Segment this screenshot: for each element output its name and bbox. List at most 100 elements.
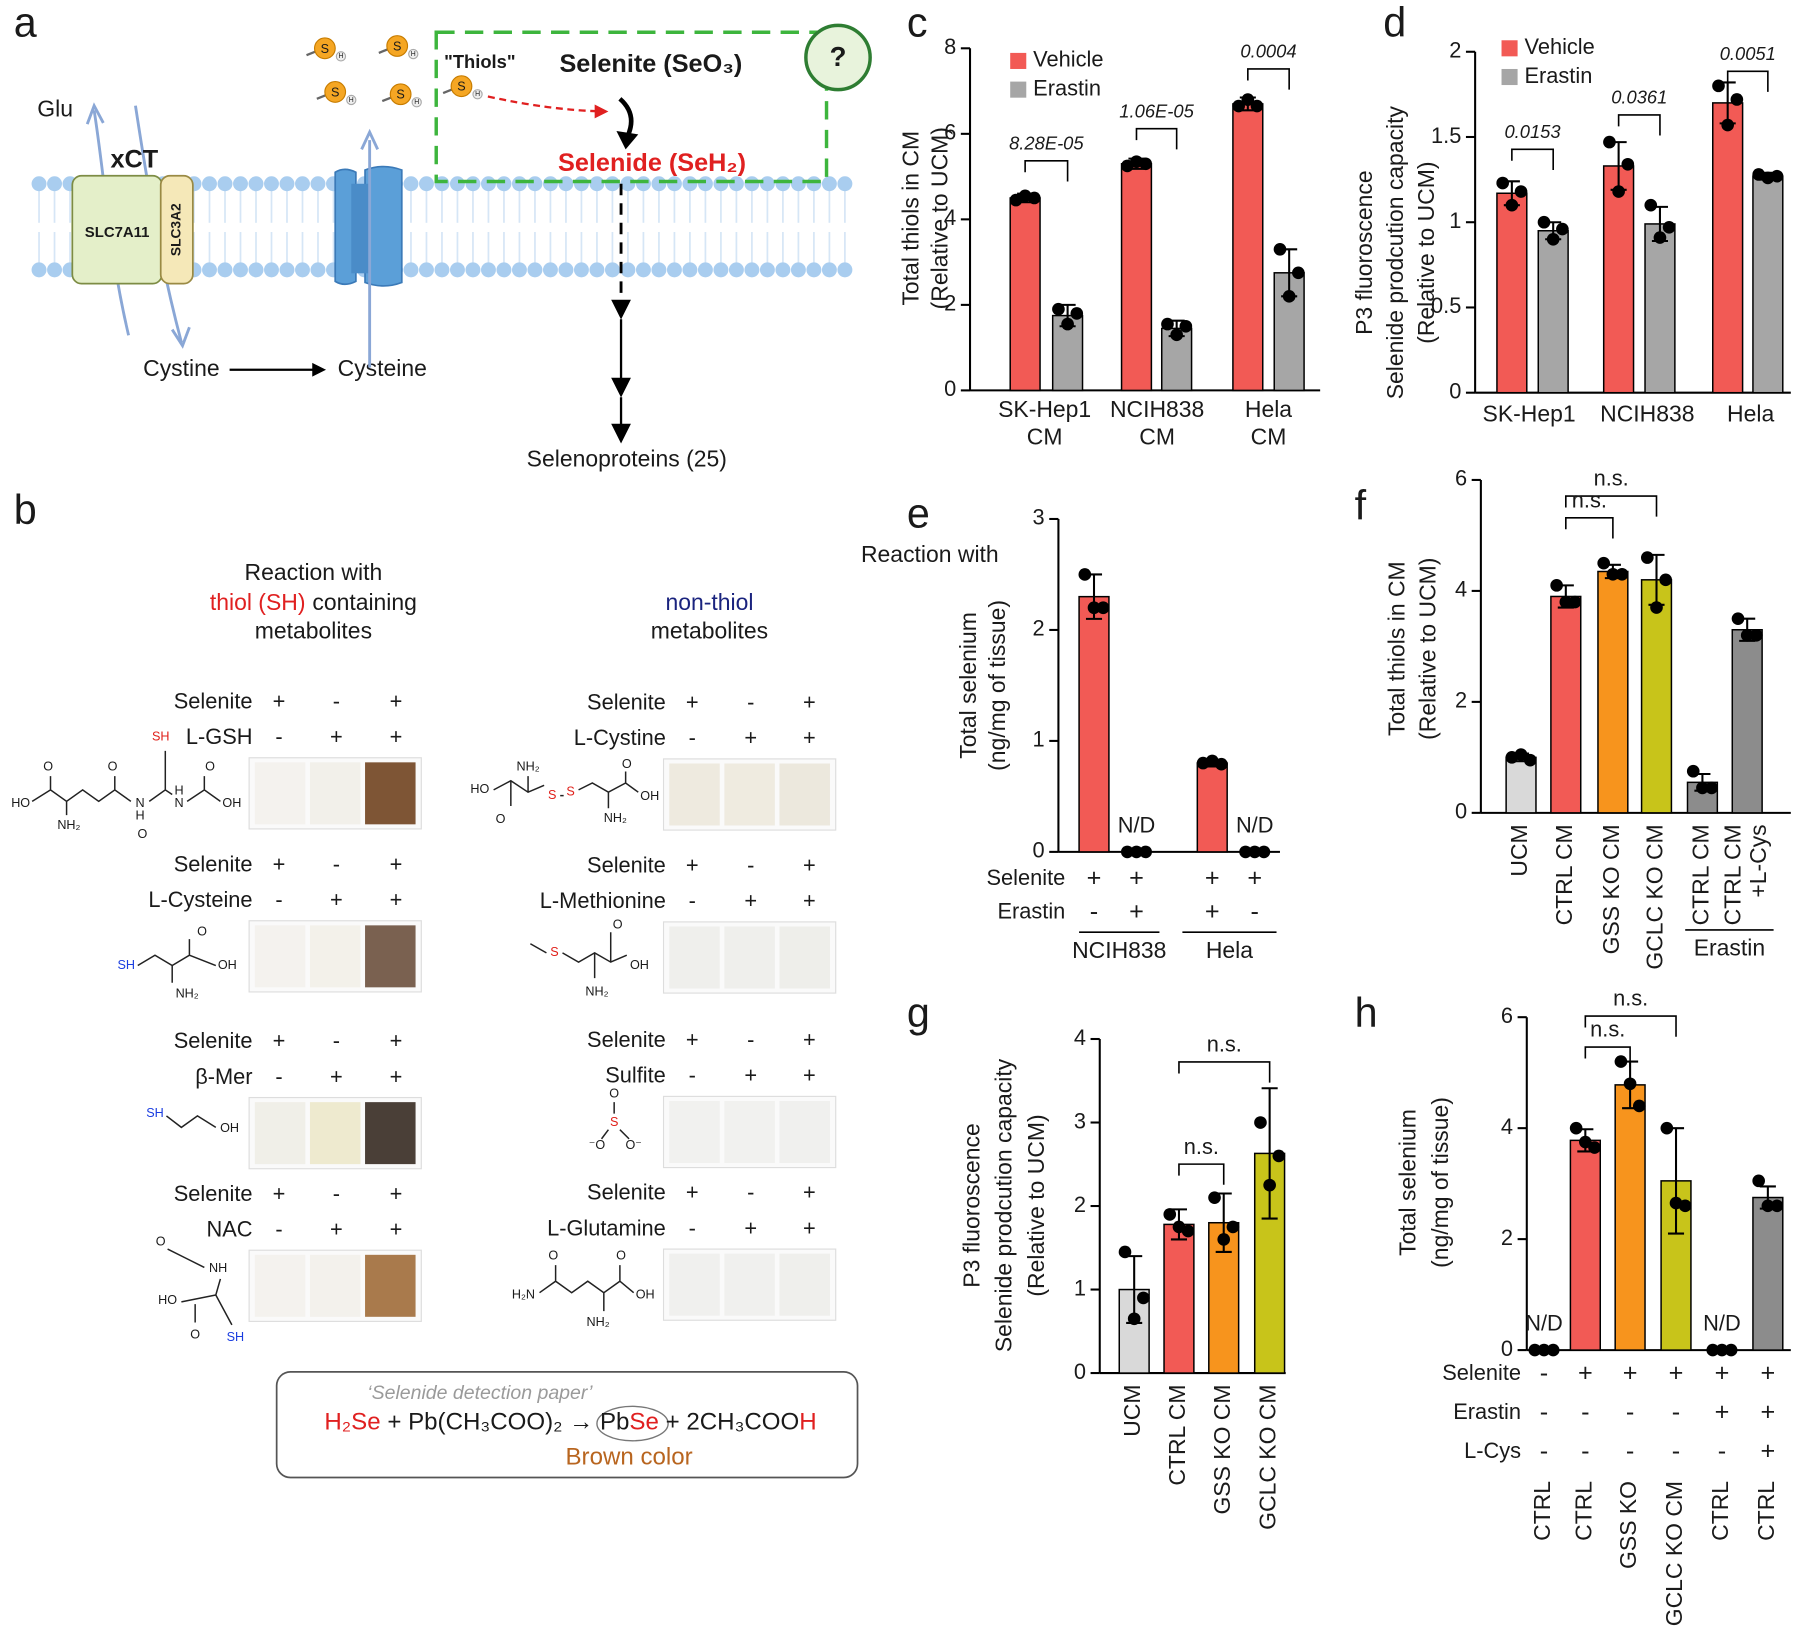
lipid-head bbox=[511, 262, 527, 278]
structure-atom: H bbox=[135, 809, 144, 823]
structure-atom: NH₂ bbox=[517, 759, 540, 773]
lipid-head bbox=[496, 262, 512, 278]
data-point bbox=[1241, 93, 1255, 106]
lipid-head bbox=[635, 176, 651, 192]
bracket bbox=[1135, 127, 1178, 150]
y-axis-label: (ng/mg of tissue) bbox=[984, 600, 1010, 771]
lipid-head bbox=[666, 176, 682, 192]
sign: - bbox=[1626, 1437, 1634, 1465]
structure-atom: NH₂ bbox=[585, 984, 608, 998]
data-point bbox=[1696, 781, 1709, 795]
slc3a2 bbox=[159, 174, 194, 285]
thiol-atom: S bbox=[396, 88, 404, 102]
label: SLC3A2 bbox=[168, 203, 183, 256]
structure-atom: O bbox=[616, 1248, 626, 1262]
x-tick-label: UCM bbox=[1506, 824, 1532, 876]
data-point bbox=[1612, 185, 1625, 198]
data-point bbox=[1226, 1220, 1240, 1234]
row-label: Selenite bbox=[174, 1028, 253, 1053]
bracket bbox=[1178, 1061, 1271, 1083]
sign: + bbox=[1578, 1359, 1593, 1387]
lipid-head bbox=[775, 262, 791, 278]
y-tick-label: 3 bbox=[1074, 1108, 1086, 1133]
bar bbox=[1120, 163, 1153, 392]
sign: + bbox=[390, 851, 403, 876]
lipid-head bbox=[806, 176, 822, 192]
data-point bbox=[1659, 573, 1673, 587]
bar bbox=[1752, 175, 1784, 394]
sign: + bbox=[803, 1063, 816, 1088]
data-point bbox=[1750, 628, 1763, 642]
data-point bbox=[1559, 595, 1573, 609]
bar bbox=[1640, 579, 1673, 814]
structure-atom: O⁻ bbox=[625, 1138, 641, 1152]
value-label: N/D bbox=[1236, 812, 1274, 837]
annotation: n.s. bbox=[1184, 1134, 1219, 1159]
bar bbox=[1505, 756, 1537, 814]
label: Selenite (SeO₃) bbox=[559, 50, 742, 78]
strip-spot bbox=[779, 926, 830, 989]
structure-atom: ⁻O bbox=[589, 1138, 606, 1152]
panel-label: h bbox=[1355, 990, 1378, 1036]
y-tick-label: 4 bbox=[944, 205, 956, 230]
data-point bbox=[1127, 1312, 1141, 1326]
row-label: Selenite bbox=[174, 1181, 253, 1206]
lipid-head bbox=[558, 262, 574, 278]
lipid-head bbox=[744, 176, 760, 192]
bar bbox=[1712, 102, 1744, 394]
structure-atom: S bbox=[566, 785, 574, 799]
sign: + bbox=[744, 1215, 757, 1240]
data-point bbox=[1130, 845, 1143, 859]
data-point bbox=[1118, 1245, 1132, 1259]
thiol-atom: S bbox=[331, 85, 339, 99]
structure-atom: H₂N bbox=[512, 1287, 535, 1301]
strip-spot bbox=[724, 1100, 775, 1163]
structure-atom: O bbox=[613, 918, 623, 932]
row-label: Erastin bbox=[997, 898, 1065, 923]
sign: + bbox=[1715, 1398, 1730, 1426]
sign: - bbox=[333, 1181, 340, 1206]
bar bbox=[1614, 1084, 1646, 1351]
label: xCT bbox=[110, 145, 158, 173]
lipid-head bbox=[837, 262, 853, 278]
structure-atom: N bbox=[135, 796, 144, 810]
y-axis-label: Total thiols in CM bbox=[1383, 561, 1409, 736]
value-label: N/D bbox=[1703, 1311, 1741, 1336]
y-tick-label: 0 bbox=[944, 376, 956, 401]
data-point bbox=[1770, 169, 1784, 183]
arrow bbox=[611, 299, 631, 444]
y-tick-label: 2 bbox=[944, 291, 956, 316]
strip-spot bbox=[254, 925, 306, 988]
bar bbox=[1597, 570, 1629, 814]
sign: - bbox=[1540, 1398, 1548, 1426]
lipid-head bbox=[759, 176, 775, 192]
lipid-head bbox=[310, 262, 326, 278]
row-label: Selenite bbox=[587, 1180, 666, 1205]
y-tick-label: 1 bbox=[1033, 727, 1045, 752]
value-label: N/D bbox=[1525, 1311, 1563, 1336]
group-label: NCIH838 bbox=[1072, 937, 1166, 963]
structure-atom: O bbox=[622, 757, 632, 771]
data-point bbox=[1550, 579, 1563, 592]
lipid-head bbox=[666, 262, 682, 278]
arrow-head bbox=[170, 326, 191, 349]
data-point bbox=[1250, 99, 1264, 113]
x-tick-label: CM bbox=[1027, 424, 1063, 450]
header: metabolites bbox=[255, 618, 372, 644]
lipid-head bbox=[465, 176, 481, 192]
row-label: L-GSH bbox=[186, 724, 253, 749]
data-point bbox=[1568, 595, 1582, 609]
x-tick-label: GCLC KO CM bbox=[1255, 1385, 1281, 1530]
annotation: 0.0153 bbox=[1504, 121, 1561, 142]
y-axis-label: P3 fluoroscence bbox=[959, 1123, 985, 1287]
y-tick-label: 3 bbox=[1033, 505, 1045, 530]
reaction-box bbox=[434, 30, 829, 184]
sign: - bbox=[1540, 1437, 1548, 1465]
question-icon bbox=[804, 23, 872, 92]
sign: + bbox=[390, 887, 403, 912]
data-point bbox=[1161, 317, 1174, 331]
equation-part: + 2CH₃COO bbox=[659, 1409, 799, 1436]
caption: ‘Selenide detection paper’ bbox=[367, 1382, 593, 1404]
